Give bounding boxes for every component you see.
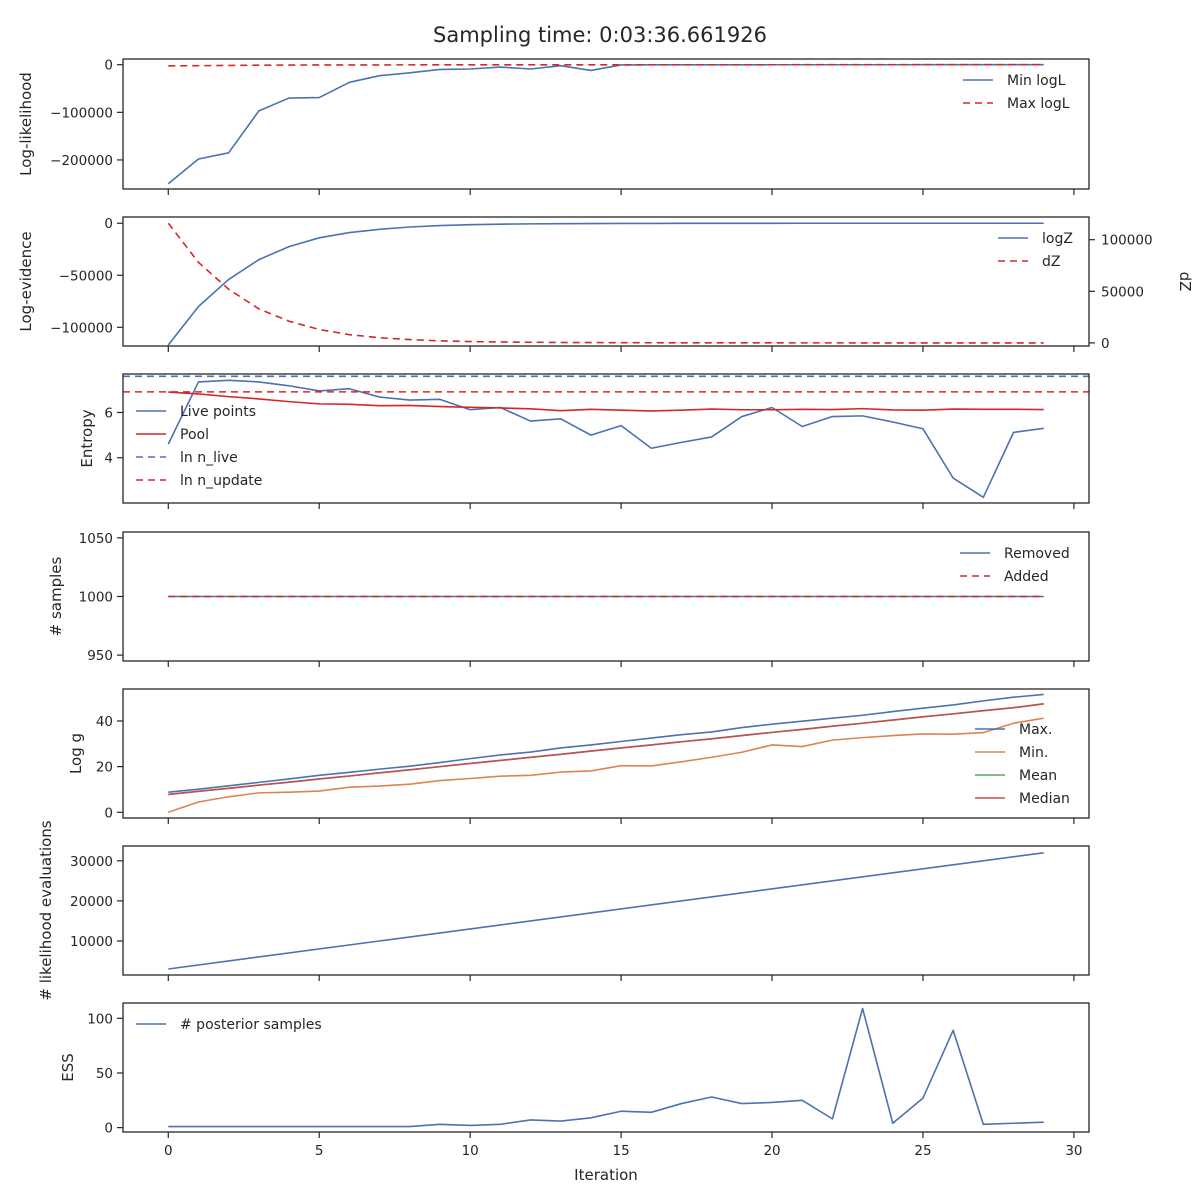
y-tick-label: −100000 bbox=[50, 320, 113, 336]
y-tick-label: 10000 bbox=[70, 934, 113, 950]
plot-area bbox=[168, 852, 1044, 970]
plot-area bbox=[167, 63, 1044, 185]
x-tick-label: 10 bbox=[462, 1143, 479, 1159]
legend-label: Mean bbox=[1019, 768, 1057, 784]
axes-frame bbox=[122, 216, 1090, 347]
y-axis-label: Log g bbox=[67, 733, 85, 774]
y-tick-label: 4 bbox=[104, 451, 113, 467]
legend-label: Min. bbox=[1019, 745, 1048, 761]
y-axis-label: # samples bbox=[47, 556, 65, 636]
axes-frame bbox=[122, 1002, 1090, 1133]
y-tick-label: 0 bbox=[104, 805, 113, 821]
legend-label: Live points bbox=[180, 404, 256, 420]
y-axis-label: ESS bbox=[59, 1053, 77, 1082]
legend: Removed Added bbox=[960, 546, 1070, 585]
plot-area bbox=[167, 222, 1044, 346]
legend-label: Max logL bbox=[1007, 96, 1070, 112]
y-axis-label: Log-likelihood bbox=[17, 72, 35, 176]
series-max-line bbox=[168, 693, 1044, 793]
y-right-axis-label: dZ bbox=[1176, 272, 1194, 292]
x-tick-label: 15 bbox=[613, 1143, 630, 1159]
subplot-log-likelihood: 0 −100000 −200000 Log-likelihood Min logL Max… bbox=[17, 58, 1090, 195]
y-tick-label: 20 bbox=[96, 760, 113, 776]
x-tick-label: 20 bbox=[763, 1143, 780, 1159]
plot-area bbox=[168, 1007, 1044, 1128]
series-logz-line bbox=[167, 222, 1044, 346]
plot-area bbox=[168, 693, 1044, 814]
subplot-stack: 0 −100000 −200000 Log-likelihood Min logL Max… bbox=[17, 58, 1194, 1159]
series-posterior-samples-line bbox=[168, 1007, 1044, 1128]
y-tick-label: 0 bbox=[104, 216, 113, 232]
y-right-tick-label: 0 bbox=[1101, 336, 1110, 352]
y-tick-label: 1050 bbox=[79, 531, 113, 547]
y-tick-label: 40 bbox=[96, 714, 113, 730]
series-likelihood-evaluations-line bbox=[168, 852, 1044, 970]
x-tick-label: 25 bbox=[914, 1143, 931, 1159]
series-max-logl-line bbox=[168, 63, 1044, 67]
y-tick-label: −100000 bbox=[50, 105, 113, 121]
subplot-ess: 0 5 10 15 20 25 30 100 50 0 ESS # posterior samples bbox=[59, 1002, 1090, 1159]
x-axis-label: Iteration bbox=[574, 1166, 638, 1184]
legend-label: dZ bbox=[1042, 254, 1060, 270]
axes-frame bbox=[122, 373, 1090, 504]
x-tick-label: 0 bbox=[164, 1143, 173, 1159]
y-right-tick-label: 100000 bbox=[1101, 233, 1153, 249]
series-median-line bbox=[168, 703, 1044, 796]
series-pool-line bbox=[168, 391, 1044, 412]
y-tick-label: −50000 bbox=[59, 268, 113, 284]
axes-frame bbox=[122, 531, 1090, 662]
legend-label: Pool bbox=[180, 427, 209, 443]
y-axis-label: # likelihood evaluations bbox=[37, 820, 55, 1000]
y-tick-label: 950 bbox=[87, 648, 113, 664]
legend: Max. Min. Mean Median bbox=[975, 722, 1070, 807]
y-tick-label: 6 bbox=[104, 405, 113, 421]
series-dz-line bbox=[167, 222, 1044, 344]
series-min-line bbox=[168, 717, 1044, 814]
y-axis-label: Log-evidence bbox=[17, 231, 35, 331]
legend-label: Median bbox=[1019, 791, 1070, 807]
y-tick-label: 0 bbox=[104, 58, 113, 74]
axes-frame bbox=[122, 688, 1090, 819]
legend-label: Min logL bbox=[1007, 73, 1066, 89]
x-tick-label: 30 bbox=[1065, 1143, 1082, 1159]
plot-area bbox=[123, 375, 1089, 499]
y-right-tick-label: 50000 bbox=[1101, 284, 1144, 300]
series-live-points-line bbox=[167, 379, 1044, 499]
figure-title: Sampling time: 0:03:36.661926 bbox=[433, 23, 767, 47]
legend-label: ln n_update bbox=[180, 473, 262, 489]
y-tick-label: 0 bbox=[104, 1121, 113, 1137]
legend: Min logL Max logL bbox=[963, 73, 1070, 112]
legend-label: # posterior samples bbox=[180, 1017, 322, 1033]
subplot-samples: 1050 1000 950 # samples Removed Added bbox=[47, 531, 1090, 667]
axes-frame bbox=[122, 58, 1090, 190]
subplot-log-g: 40 20 0 Log g Max. Min. Mean Median bbox=[67, 688, 1090, 824]
y-axis-label: Entropy bbox=[78, 409, 96, 467]
y-tick-label: 20000 bbox=[70, 894, 113, 910]
y-tick-label: 30000 bbox=[70, 854, 113, 870]
legend-label: Removed bbox=[1004, 546, 1070, 562]
legend: # posterior samples bbox=[136, 1017, 322, 1033]
axes-frame bbox=[122, 845, 1090, 976]
series-min-logl-line bbox=[167, 63, 1044, 185]
subplot-likelihood-evaluations: 30000 20000 10000 # likelihood evaluations bbox=[37, 820, 1090, 1001]
legend: logZ dZ bbox=[998, 231, 1073, 270]
y-tick-label: 100 bbox=[87, 1011, 113, 1027]
y-tick-label: 1000 bbox=[79, 590, 113, 606]
legend-label: Max. bbox=[1019, 722, 1052, 738]
legend-label: ln n_live bbox=[180, 450, 238, 466]
x-tick-label: 5 bbox=[315, 1143, 324, 1159]
y-tick-label: −200000 bbox=[50, 153, 113, 169]
subplot-log-evidence: 0 −50000 −100000 100000 50000 0 dZ Log-evidence… bbox=[17, 216, 1194, 352]
legend-label: logZ bbox=[1042, 231, 1073, 247]
y-tick-label: 50 bbox=[96, 1066, 113, 1082]
legend-label: Added bbox=[1004, 569, 1049, 585]
